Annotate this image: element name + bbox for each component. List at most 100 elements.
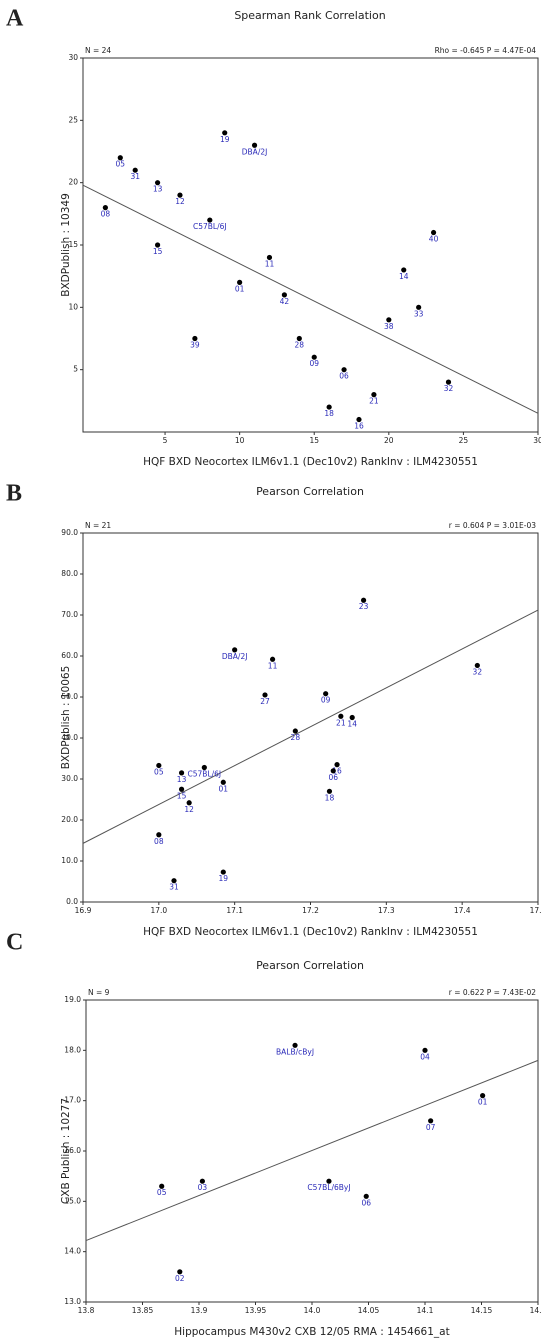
data-point xyxy=(171,878,177,884)
y-tick-label: 25 xyxy=(68,115,78,124)
point-label: 32 xyxy=(473,667,483,676)
plot-frame xyxy=(82,57,539,433)
panel-letter: A xyxy=(6,6,24,32)
point-label: 06 xyxy=(339,372,349,381)
data-point xyxy=(222,130,228,136)
y-axis-label: CXB Publish : 10277 xyxy=(60,1098,72,1204)
y-tick-label: 18.0 xyxy=(64,1045,81,1054)
data-point xyxy=(401,267,407,273)
point-label: 02 xyxy=(175,1274,185,1283)
y-tick-label: 14.0 xyxy=(64,1247,81,1256)
point-label: 05 xyxy=(116,160,126,169)
n-text: N = 9 xyxy=(88,988,110,997)
x-tick-label: 15 xyxy=(309,436,319,445)
n-text: N = 21 xyxy=(85,521,111,530)
point-label: 09 xyxy=(309,359,319,368)
panel-letter: B xyxy=(6,481,22,507)
data-point xyxy=(281,292,287,298)
stat-text: Rho = -0.645 P = 4.47E-04 xyxy=(435,46,537,55)
data-point xyxy=(192,335,198,342)
point-label: 31 xyxy=(169,883,179,892)
point-label: 21 xyxy=(369,397,379,406)
point-label: 32 xyxy=(444,384,454,393)
point-label: 12 xyxy=(184,805,194,814)
data-point xyxy=(422,1047,428,1053)
x-tick-label: 14.0 xyxy=(304,1306,321,1315)
data-point xyxy=(177,192,183,198)
point-label: 33 xyxy=(414,309,424,318)
point-label: 42 xyxy=(280,297,290,306)
point-label: 19 xyxy=(219,874,229,883)
point-label: 13 xyxy=(177,775,187,784)
point-label: 28 xyxy=(295,341,305,350)
point-label: 18 xyxy=(325,793,335,802)
y-tick-label: 13.0 xyxy=(64,1297,81,1306)
x-tick-label: 14.1 xyxy=(417,1306,434,1315)
y-tick-label: 0.0 xyxy=(66,897,78,906)
y-tick-label: 17.0 xyxy=(64,1096,81,1105)
data-point xyxy=(363,1193,369,1199)
x-axis-label: Hippocampus M430v2 CXB 12/05 RMA : 14546… xyxy=(174,1326,449,1338)
point-label: 08 xyxy=(101,210,111,219)
data-point xyxy=(262,692,268,698)
fit-line xyxy=(82,184,539,414)
x-axis-label: HQF BXD Neocortex ILM6v1.1 (Dec10v2) Ran… xyxy=(143,456,478,468)
x-tick-label: 10 xyxy=(235,436,245,445)
point-label: 27 xyxy=(260,697,270,706)
point-label: DBA/2J xyxy=(222,652,248,661)
data-point xyxy=(296,335,302,342)
point-label: 01 xyxy=(478,1098,488,1107)
data-point xyxy=(178,786,185,792)
plot-frame xyxy=(82,532,539,903)
data-point xyxy=(232,647,238,653)
fit-line xyxy=(82,609,539,844)
y-tick-label: 50.0 xyxy=(61,692,78,701)
chart-title: Pearson Correlation xyxy=(256,959,364,972)
x-tick-label: 25 xyxy=(459,436,469,445)
data-point xyxy=(292,728,298,734)
data-point xyxy=(156,762,162,769)
point-label: 14 xyxy=(347,720,357,729)
x-tick-label: 17.0 xyxy=(150,906,167,915)
point-label: 16 xyxy=(332,767,342,776)
stat-text: r = 0.604 P = 3.01E-03 xyxy=(449,521,536,530)
data-point xyxy=(480,1093,486,1099)
data-point xyxy=(349,714,355,721)
point-label: 18 xyxy=(324,409,334,418)
point-label: 40 xyxy=(429,235,439,244)
x-tick-label: 14.05 xyxy=(358,1306,380,1315)
point-label: 03 xyxy=(198,1183,208,1192)
data-point xyxy=(156,832,162,838)
data-point xyxy=(474,662,480,669)
x-tick-label: 14.2 xyxy=(530,1306,541,1315)
data-point xyxy=(220,869,226,875)
data-point xyxy=(177,1269,183,1275)
x-tick-label: 13.9 xyxy=(191,1306,208,1315)
data-point xyxy=(159,1183,165,1189)
fit-line xyxy=(85,1059,539,1242)
panel-letter: C xyxy=(6,930,23,956)
point-label: 13 xyxy=(153,185,163,194)
point-label: 07 xyxy=(426,1123,436,1132)
point-label: 14 xyxy=(399,272,409,281)
x-tick-label: 13.95 xyxy=(245,1306,267,1315)
data-point xyxy=(330,768,336,774)
y-tick-label: 19.0 xyxy=(64,995,81,1004)
y-tick-label: 15.0 xyxy=(64,1196,81,1205)
x-tick-label: 17.3 xyxy=(378,906,395,915)
point-label: 15 xyxy=(177,791,187,800)
point-label: 06 xyxy=(361,1198,371,1207)
x-tick-label: 30 xyxy=(533,436,541,445)
point-label: 39 xyxy=(190,341,200,350)
data-point xyxy=(416,304,422,310)
point-label: 31 xyxy=(130,172,140,181)
point-label: 01 xyxy=(219,784,229,793)
y-tick-label: 80.0 xyxy=(61,569,78,578)
data-point xyxy=(326,404,332,410)
x-tick-label: 13.8 xyxy=(78,1306,95,1315)
y-tick-label: 5 xyxy=(73,365,78,374)
y-tick-label: 20.0 xyxy=(61,815,78,824)
point-label: C57BL/6J xyxy=(193,222,227,231)
data-point xyxy=(323,691,329,697)
